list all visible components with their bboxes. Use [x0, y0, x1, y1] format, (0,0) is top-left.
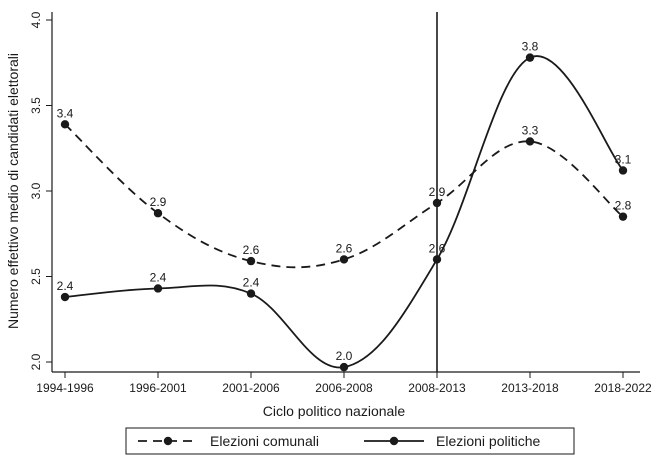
data-label-elezioni-politiche: 3.1 [615, 152, 632, 166]
data-label-elezioni-comunali: 3.3 [522, 123, 539, 137]
axes: 2.0 2.5 3.0 3.5 4.0 1994-1996 1996-2001 2001-20… [5, 11, 652, 419]
legend-marker-elezioni-comunali [163, 436, 173, 446]
y-tick-label: 3.0 [29, 182, 43, 199]
y-tick-label: 4.0 [29, 11, 43, 28]
data-label-elezioni-comunali: 2.8 [615, 199, 632, 213]
data-point-elezioni-politiche [618, 166, 628, 175]
data-label-elezioni-politiche: 3.8 [522, 40, 539, 54]
data-label-elezioni-comunali: 2.6 [243, 243, 260, 257]
data-point-elezioni-politiche [525, 53, 535, 62]
data-point-elezioni-politiche [153, 284, 163, 293]
y-tick-label: 3.5 [29, 97, 43, 114]
x-tick-label: 1994-1996 [36, 381, 94, 395]
data-point-elezioni-comunali [153, 209, 163, 218]
y-tick-label: 2.5 [29, 268, 43, 285]
data-label-elezioni-politiche: 2.4 [150, 270, 167, 284]
data-label-elezioni-politiche: 2.0 [336, 349, 353, 363]
data-label-elezioni-comunali: 2.9 [150, 195, 167, 209]
data-label-elezioni-comunali: 2.9 [429, 185, 446, 199]
data-label-elezioni-politiche: 2.4 [243, 276, 260, 290]
data-point-elezioni-politiche [432, 255, 442, 264]
data-point-elezioni-comunali [60, 120, 70, 129]
x-axis-title: Ciclo politico nazionale [263, 403, 406, 419]
data-point-elezioni-comunali [246, 256, 256, 266]
data-point-elezioni-politiche [60, 292, 70, 302]
y-tick-label: 2.0 [29, 353, 43, 370]
data-point-elezioni-politiche [339, 362, 349, 372]
series-line-elezioni-politiche [64, 55, 624, 369]
x-tick-label: 2006-2008 [315, 381, 373, 395]
x-tick-label: 1996-2001 [129, 381, 187, 395]
legend-label-elezioni-comunali: Elezioni comunali [210, 433, 319, 449]
data-point-elezioni-comunali [525, 137, 535, 146]
data-point-elezioni-comunali [339, 255, 349, 264]
chart-marks: 3.4 2.9 2.6 2.6 2.9 3.3 2.8 2.4 2.4 2.4 2.0 2.6 3.8 3… [57, 12, 632, 372]
x-tick-label: 2013-2018 [501, 381, 559, 395]
x-tick-label: 2001-2006 [222, 381, 280, 395]
legend-marker-elezioni-politiche [389, 436, 399, 446]
data-label-elezioni-comunali: 2.6 [336, 241, 353, 255]
legend-label-elezioni-politiche: Elezioni politiche [436, 433, 540, 449]
y-axis-title: Numero effettivo medio di candidati elet… [5, 53, 21, 329]
data-label-elezioni-politiche: 2.4 [57, 279, 74, 293]
data-point-elezioni-comunali [618, 212, 628, 221]
x-tick-label: 2018-2022 [594, 381, 652, 395]
legend-box [125, 427, 575, 455]
data-point-elezioni-comunali [432, 198, 442, 208]
data-label-elezioni-comunali: 3.4 [57, 106, 74, 120]
data-point-elezioni-politiche [246, 289, 256, 298]
x-tick-label: 2008-2013 [408, 381, 466, 395]
legend: Elezioni comunali Elezioni politiche [125, 427, 575, 455]
data-label-elezioni-politiche: 2.6 [429, 241, 446, 255]
